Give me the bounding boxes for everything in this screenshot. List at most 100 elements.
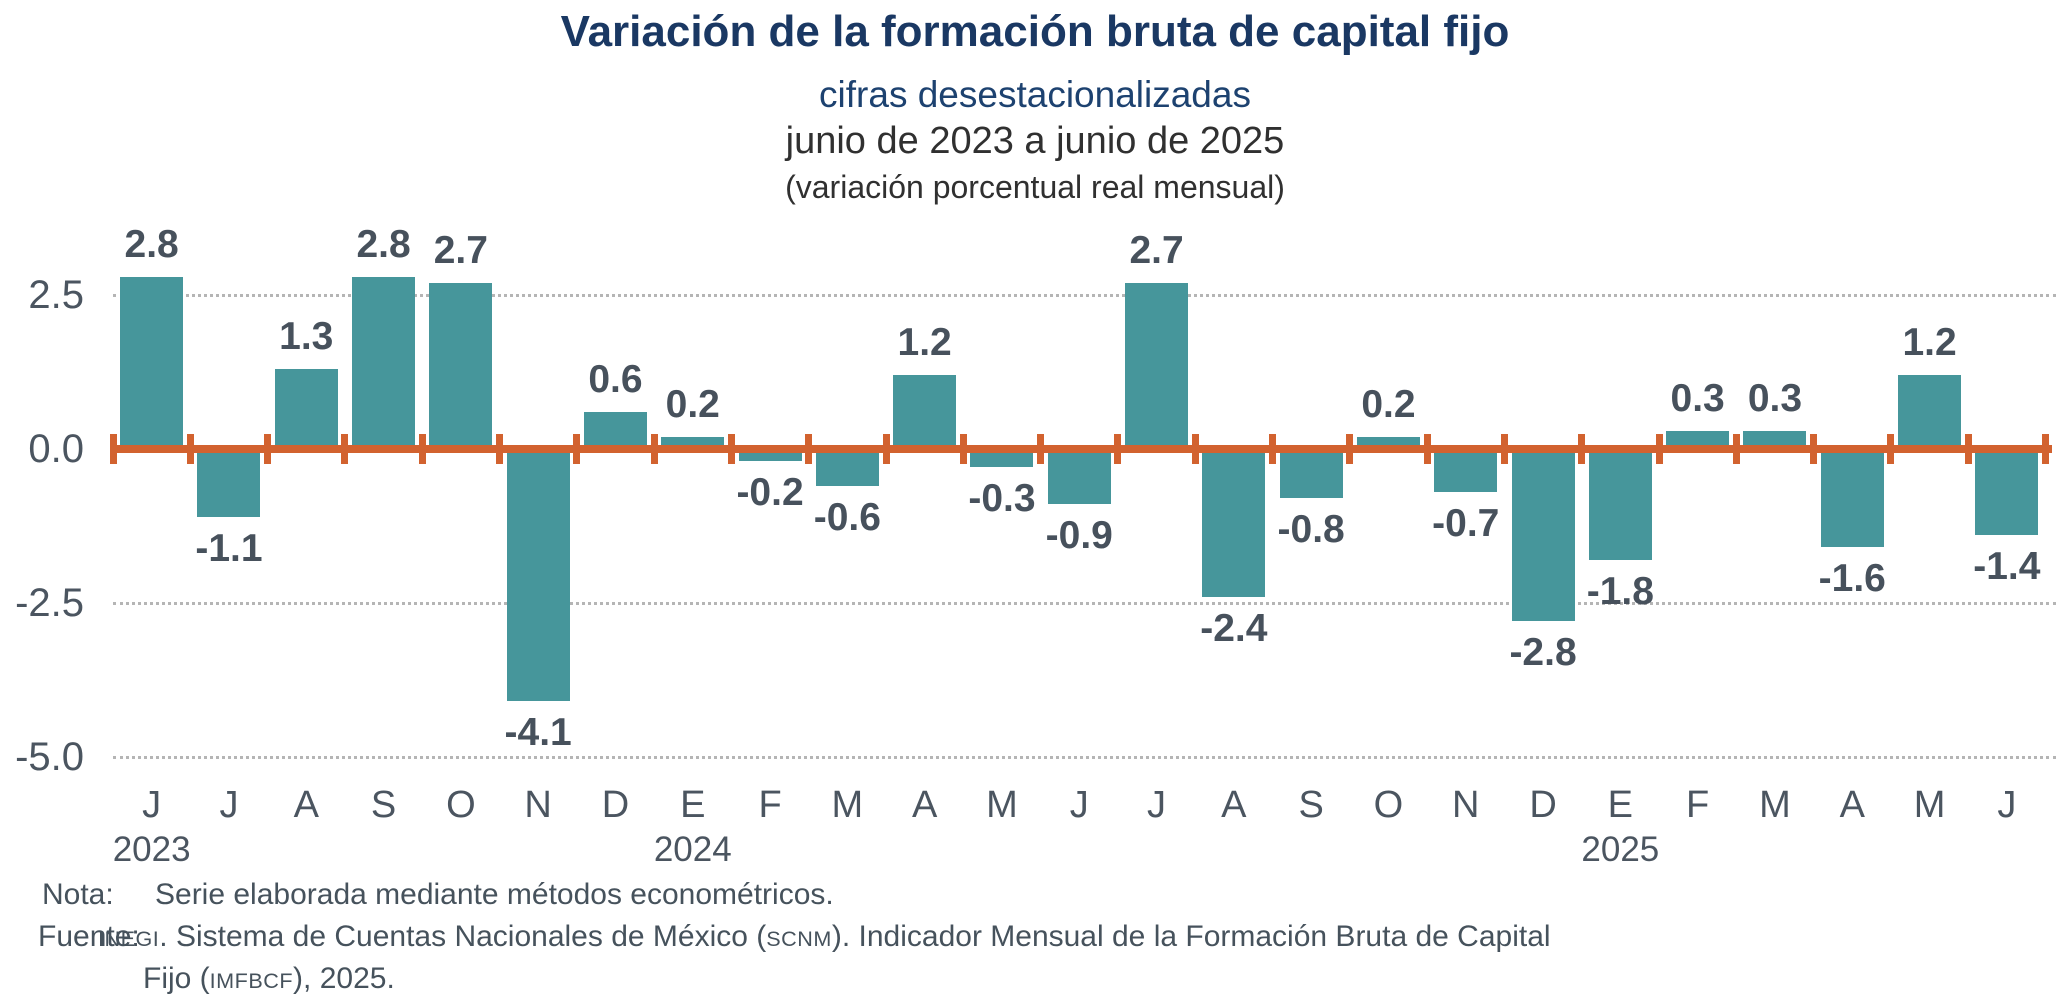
axis-tick-mark [1964,434,1972,464]
data-bar [1588,449,1652,560]
axis-tick-mark [109,434,117,464]
axis-tick-mark [341,434,349,464]
source-row: Fuente: INEGI. Sistema de Cuentas Nacion… [0,919,2070,957]
x-axis-month-label: O [446,784,476,826]
bar-value-label: 2.8 [124,222,179,266]
data-bar [352,276,416,449]
data-bar [1666,430,1730,449]
bar-value-label: -1.4 [1973,545,2041,589]
x-axis-month-label: J [219,784,239,826]
x-axis-month-label: E [1607,784,1634,826]
bar-value-label: -1.8 [1586,569,1654,613]
x-axis-month-label: M [1913,784,1946,826]
x-axis-month-label: F [758,784,782,826]
y-axis-label: 0.0 [28,427,84,471]
data-bar [1125,282,1189,449]
axis-tick-mark [727,434,735,464]
axis-tick-mark [805,434,813,464]
axis-tick-mark [1810,434,1818,464]
axis-tick-mark [186,434,194,464]
bar-value-label: 2.7 [433,228,488,272]
acronym-text: INEGI [98,926,160,951]
data-bar [1820,449,1884,548]
source-text-line2: Fijo (IMFBCF), 2025. [143,961,395,999]
source-text-segment: ), 2025. [293,962,395,995]
source-text-segment: . Sistema de Cuentas Nacionales de Méxic… [159,920,767,953]
x-axis-year-label: 2023 [112,830,191,869]
source-text-segment: ). Indicador Mensual de la Formación Bru… [831,920,1551,953]
bar-value-label: 0.2 [665,382,720,426]
x-axis-month-label: J [1069,784,1089,826]
x-axis-month-label: O [1373,784,1404,826]
acronym-text: IMFBCF [209,968,294,993]
data-bar [1434,449,1498,493]
source-row-2: Fijo (IMFBCF), 2025. [0,961,2070,999]
chart-period: junio de 2023 a junio de 2025 [785,120,1285,162]
axis-tick-mark [1500,434,1508,464]
data-bar [970,449,1034,468]
bar-value-label: 1.2 [897,321,952,365]
axis-tick-mark [1732,434,1740,464]
y-axis-label: -2.5 [15,580,84,625]
bar-value-label: -2.8 [1509,631,1577,675]
axis-tick-mark [1037,434,1045,464]
data-bar [1047,449,1111,505]
bar-value-label: -0.8 [1277,508,1345,552]
x-axis-month-label: J [142,784,162,826]
axis-tick-mark [882,434,890,464]
bar-value-label: 1.3 [279,315,334,359]
bar-value-label: -1.6 [1818,557,1886,601]
x-axis-month-label: J [1147,784,1167,826]
bar-value-label: 0.3 [1747,376,1803,420]
note-label: Nota: [42,878,114,911]
acronym-text: SCNM [766,926,832,951]
note-text: Serie elaborada mediante métodos economé… [155,878,834,911]
zero-axis-line [111,445,2052,453]
bar-value-label: -0.9 [1045,514,1113,558]
data-bar [506,449,570,702]
x-axis-month-label: E [680,784,706,826]
axis-tick-mark [1114,434,1122,464]
bar-value-label: -4.1 [504,711,572,755]
bar-value-label: 1.2 [1902,321,1957,365]
data-bar [1511,449,1575,622]
source-text-line1: INEGI. Sistema de Cuentas Nacionales de … [98,919,1551,957]
data-bar [120,276,184,449]
x-axis-year-label: 2024 [653,830,732,869]
data-bar [815,449,879,486]
bar-value-label: -1.1 [195,526,263,570]
x-axis-month-label: D [1529,784,1557,826]
x-axis-month-label: M [1759,784,1791,826]
bar-value-label: 0.2 [1361,382,1416,426]
bar-value-label: -0.7 [1432,502,1500,546]
x-axis-month-label: M [831,784,864,826]
axis-tick-mark [1887,434,1895,464]
bar-value-label: 0.3 [1670,376,1725,420]
x-axis-month-label: S [370,784,397,826]
axis-tick-mark [650,434,658,464]
x-axis-month-label: A [911,784,938,826]
data-bar [583,412,647,449]
axis-tick-mark [2042,434,2049,464]
bar-value-label: 2.8 [356,222,411,266]
axis-tick-mark [496,434,503,464]
x-axis-month-label: A [1839,784,1865,826]
source-text-segment: Fijo ( [143,962,210,995]
x-axis-month-label: F [1686,784,1710,826]
axis-tick-mark [1578,434,1586,464]
data-bar [893,375,957,449]
data-bar [1279,449,1343,499]
y-axis-label: -5.0 [15,734,84,779]
data-bar [1743,430,1807,449]
data-bar [1202,449,1266,597]
data-bar [429,282,493,449]
note-row: Nota: Serie elaborada mediante métodos e… [0,877,2070,915]
axis-tick-mark [1269,434,1276,464]
x-axis-year-label: 2025 [1581,830,1660,869]
gridline [113,755,2056,759]
data-bar [1975,449,2039,536]
x-axis-month-label: N [1452,784,1480,826]
x-axis-month-label: M [986,784,1018,826]
